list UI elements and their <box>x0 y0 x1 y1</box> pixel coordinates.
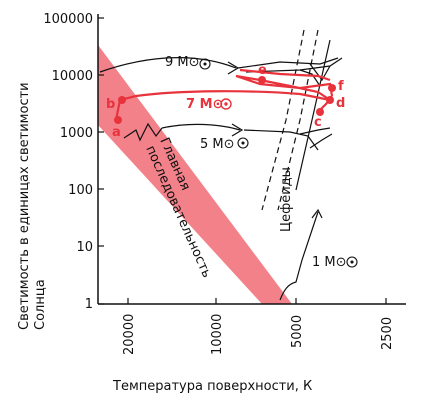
y-tick-label: 10000 <box>52 69 93 84</box>
track-7-label: 7 M⊙ <box>186 97 223 112</box>
x-axis-label: Температура поверхности, К <box>112 379 312 394</box>
point-c <box>316 108 324 116</box>
y-axis-label: Светимость в единицах светимости <box>17 82 32 330</box>
point-label-b: b <box>106 97 115 112</box>
point-e <box>258 76 266 84</box>
point-label-a: a <box>112 125 121 140</box>
sun-icon <box>199 58 211 70</box>
track-1-msun: 1 M⊙ <box>279 208 347 301</box>
point-label-d: d <box>336 96 345 111</box>
x-tick-label: 5000 <box>290 315 305 348</box>
x-tick-marks <box>127 298 387 304</box>
track-9-msun: 9 M⊙ <box>99 55 343 87</box>
x-tick-label: 20000 <box>122 314 137 355</box>
track-5-label: 5 M⊙ <box>200 137 235 152</box>
y-tick-label: 100 <box>68 183 93 198</box>
x-tick-label: 10000 <box>210 314 225 355</box>
sun-icon <box>237 137 249 149</box>
sun-symbol-icons <box>199 58 358 268</box>
point-d <box>326 96 334 104</box>
point-b <box>118 96 126 104</box>
track-1-label: 1 M⊙ <box>312 255 347 270</box>
y-tick-label: 1000 <box>60 126 93 141</box>
red-sun-icon <box>220 98 232 110</box>
x-tick-label: 2500 <box>380 317 395 350</box>
point-f <box>328 84 336 92</box>
point-a <box>114 116 122 124</box>
point-label-f: f <box>338 79 344 94</box>
y-tick-marks <box>98 17 104 305</box>
track-9-label: 9 M⊙ <box>165 55 200 70</box>
y-axis-label-line2: Солнца <box>33 279 48 330</box>
track-5-msun: 5 M⊙ <box>123 122 333 152</box>
point-label-e: e <box>258 63 267 78</box>
y-tick-label: 100000 <box>43 12 93 27</box>
main-sequence-band <box>98 45 292 304</box>
cepheids-label: Цефеиды <box>279 167 294 232</box>
track-7-msun: 7 M⊙ <box>114 68 334 121</box>
y-tick-label: 10 <box>76 240 93 255</box>
point-label-c: c <box>314 115 322 130</box>
red-points <box>114 76 336 124</box>
sun-icon <box>346 256 358 268</box>
y-tick-label: 1 <box>85 297 93 312</box>
